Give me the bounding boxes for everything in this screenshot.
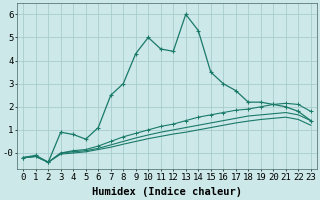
X-axis label: Humidex (Indice chaleur): Humidex (Indice chaleur) [92,187,242,197]
